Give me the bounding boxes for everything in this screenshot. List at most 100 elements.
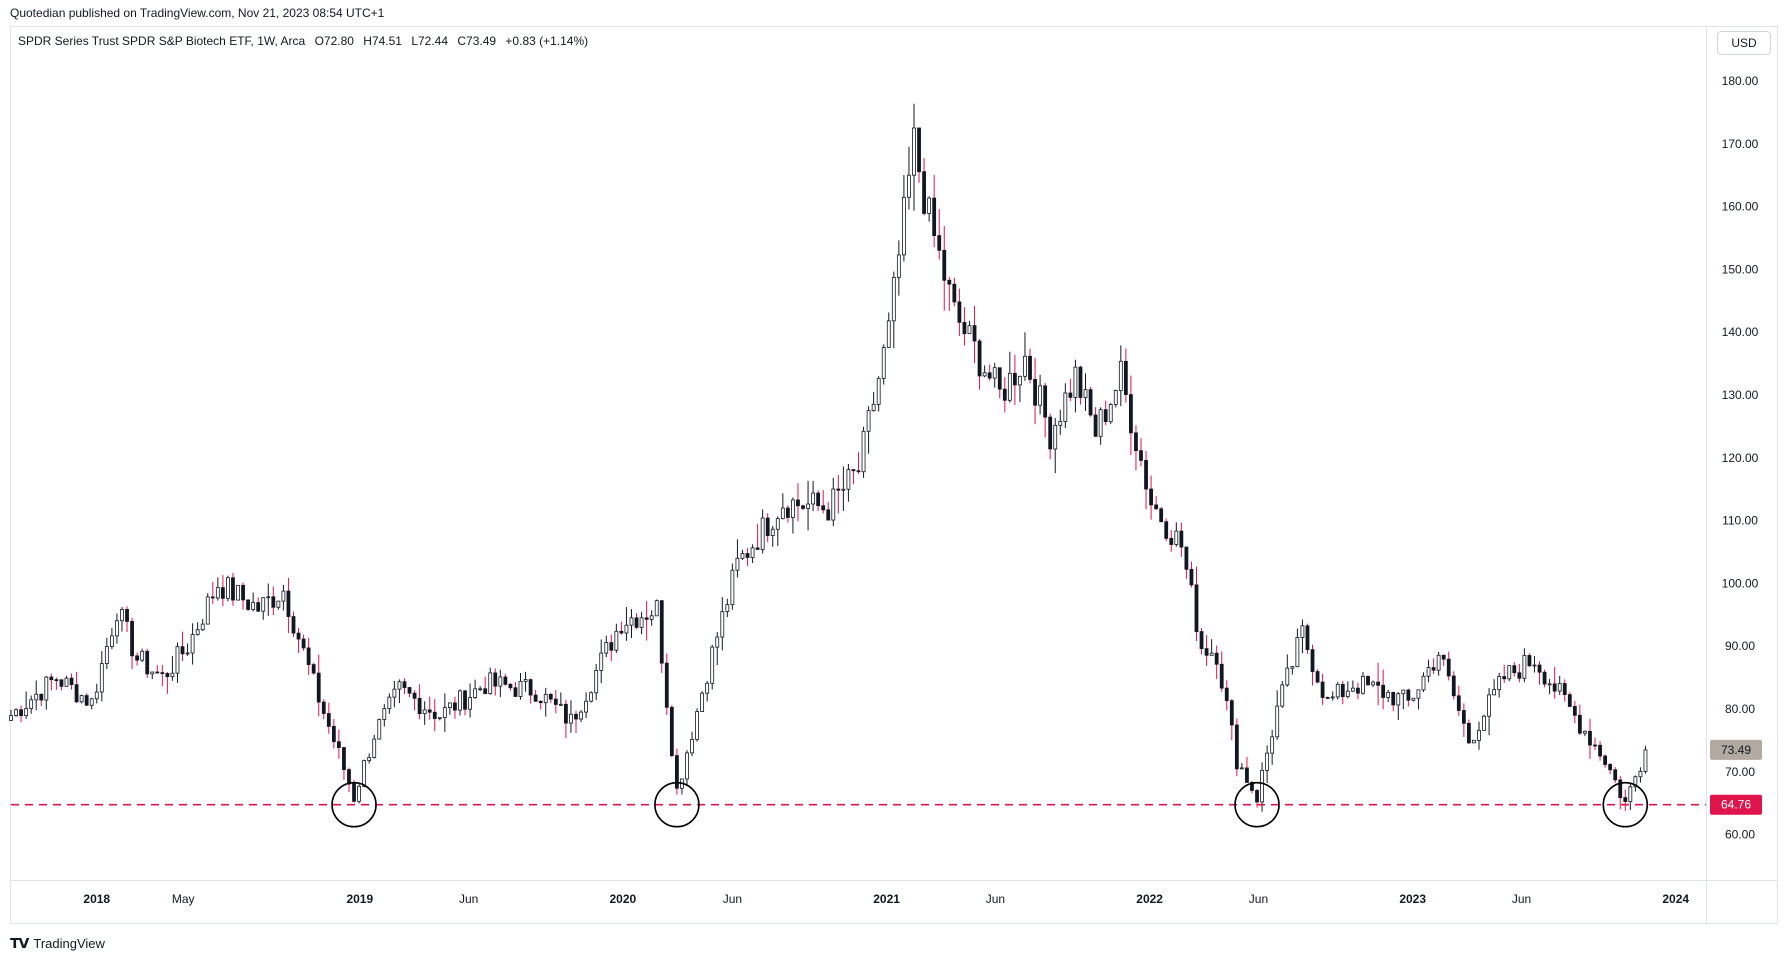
candle-body <box>84 695 89 706</box>
footer-branding[interactable]: 𝗧𝗩 TradingView <box>10 935 105 952</box>
candle-body <box>917 127 921 173</box>
candle-body <box>412 692 417 699</box>
x-tick-label: Jun <box>1512 892 1531 906</box>
support-price-tag <box>1710 794 1762 815</box>
x-tick-label: 2024 <box>1662 892 1689 906</box>
candle-body <box>1083 389 1088 398</box>
candle-body <box>831 488 836 521</box>
low-marker-circle <box>654 781 700 828</box>
candle-body <box>301 638 306 649</box>
candle-body <box>962 321 967 335</box>
candle-body <box>1482 715 1486 731</box>
ohlc-open: O72.80 <box>314 34 354 48</box>
candle-body <box>1002 388 1007 401</box>
candle-body <box>24 708 29 717</box>
candle-body <box>1441 654 1446 660</box>
last-price-tag <box>1710 739 1762 760</box>
candle-body <box>150 671 155 675</box>
chart-pane[interactable] <box>10 26 1778 924</box>
y-tick-label: 140.00 <box>1722 325 1759 339</box>
candle-body <box>1219 663 1224 689</box>
candle-body <box>286 590 291 617</box>
candle-body <box>922 171 926 214</box>
candle-body <box>690 739 694 754</box>
candle-body <box>1007 372 1012 401</box>
candle-body <box>997 367 1002 390</box>
candle-body <box>1361 676 1365 694</box>
candle-body <box>468 697 472 710</box>
candle-body <box>427 709 432 713</box>
candle-body <box>453 702 457 711</box>
x-tick-label: Jun <box>459 892 478 906</box>
currency-button[interactable]: USD <box>1717 31 1771 55</box>
x-tick-label: Jun <box>986 892 1005 906</box>
candle-body <box>639 617 644 628</box>
candle-body <box>907 174 911 198</box>
candle-body <box>740 553 745 559</box>
candle-body <box>271 596 276 608</box>
candle-body <box>533 694 538 702</box>
candle-body <box>589 692 594 702</box>
y-tick-label: 130.00 <box>1722 388 1759 402</box>
candle-body <box>957 301 962 323</box>
candle-body <box>861 430 866 473</box>
candle-body <box>89 698 94 706</box>
candle-body <box>558 703 563 706</box>
candle-body <box>1174 530 1179 545</box>
candle-body <box>1598 744 1602 757</box>
candle-body <box>1290 666 1295 669</box>
low-marker-circle <box>331 781 377 828</box>
candle-body <box>725 604 730 612</box>
candle-body <box>246 599 250 610</box>
candle-body <box>1411 697 1416 701</box>
candle-body <box>664 662 669 708</box>
candle-body <box>1023 355 1027 377</box>
candle-body <box>1583 730 1587 734</box>
candle-body <box>1078 366 1083 398</box>
candle-body <box>165 673 170 678</box>
candle-body <box>1451 675 1456 697</box>
x-tick-label: 2021 <box>873 892 900 906</box>
candle-body <box>44 676 49 701</box>
candle-body <box>1113 390 1118 405</box>
candle-body <box>564 703 568 724</box>
candle-body <box>1295 637 1300 668</box>
candle-body <box>543 693 548 704</box>
tradingview-logo-icon: 𝗧𝗩 <box>10 935 29 951</box>
candle-body <box>1053 424 1058 450</box>
candle-body <box>135 655 140 661</box>
candle-body <box>1320 681 1325 698</box>
candle-body <box>1239 767 1244 770</box>
candle-body <box>1588 730 1592 746</box>
candle-body <box>1028 355 1032 380</box>
candle-body <box>190 634 195 654</box>
candle-body <box>518 680 523 697</box>
candle-body <box>1012 372 1017 386</box>
candle-body <box>99 663 104 693</box>
candle-body <box>1537 664 1542 673</box>
candle-body <box>1461 710 1466 724</box>
candle-body <box>1184 546 1189 570</box>
candle-body <box>109 635 114 647</box>
candle-body <box>1275 705 1280 738</box>
candle-body <box>1305 625 1310 651</box>
candle-body <box>1038 385 1043 406</box>
candle-body <box>538 700 543 704</box>
candle-body <box>967 325 972 335</box>
symbol-legend[interactable]: SPDR Series Trust SPDR S&P Biotech ETF, … <box>18 34 594 48</box>
candle-body <box>1381 684 1386 698</box>
candle-body <box>1310 649 1315 672</box>
y-tick-label: 120.00 <box>1722 451 1759 465</box>
y-tick-label: 60.00 <box>1725 828 1755 842</box>
candle-body <box>1638 771 1643 778</box>
candle-body <box>1356 687 1360 694</box>
candle-body <box>987 372 992 379</box>
candle-body <box>1098 409 1103 437</box>
candle-body <box>644 617 649 620</box>
candle-body <box>735 557 740 571</box>
candle-body <box>175 646 180 674</box>
candle-body <box>1194 584 1199 632</box>
candle-body <box>695 711 699 740</box>
candle-body <box>614 630 619 651</box>
